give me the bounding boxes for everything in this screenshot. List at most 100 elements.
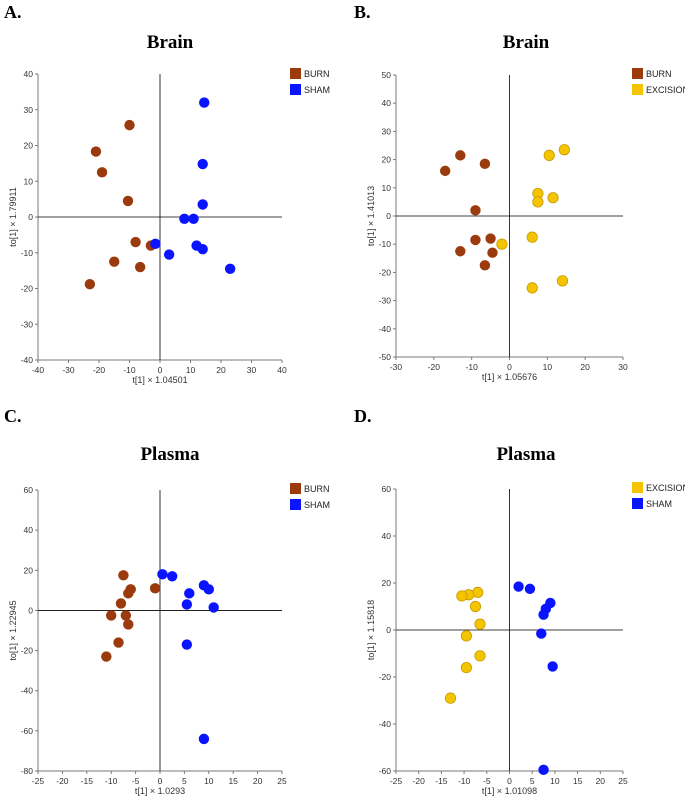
- data-point: [90, 146, 102, 157]
- data-point: [120, 610, 132, 621]
- x-tick-label: 0: [158, 776, 163, 786]
- data-point: [118, 570, 129, 581]
- x-tick-label: 40: [277, 365, 287, 375]
- y-tick-label: -30: [21, 319, 34, 329]
- data-point: [130, 236, 141, 248]
- y-tick-label: 60: [24, 485, 34, 495]
- data-point: [526, 282, 538, 294]
- chart-title: Brain: [147, 32, 194, 53]
- data-point: [444, 692, 457, 704]
- y-tick-label: 20: [24, 565, 34, 575]
- y-axis-label: to[1] × 1.41013: [366, 186, 376, 246]
- y-tick-label: 40: [382, 531, 392, 541]
- x-tick-label: 20: [253, 776, 263, 786]
- data-point: [487, 247, 498, 258]
- x-axis-label: t[1] × 1.0293: [135, 786, 185, 796]
- x-tick-label: -30: [62, 365, 75, 375]
- data-point: [123, 588, 134, 599]
- x-axis-label: t[1] × 1.05676: [482, 372, 537, 382]
- y-axis-label: to[1] × 1.22945: [8, 600, 18, 660]
- legend-label: SHAM: [646, 499, 672, 509]
- series-excision: [444, 586, 486, 704]
- x-tick-label: 5: [530, 776, 535, 786]
- legend-label: BURN: [304, 69, 330, 79]
- x-tick-label: 30: [618, 362, 628, 372]
- y-tick-label: 30: [24, 105, 34, 115]
- data-point: [179, 213, 190, 224]
- legend: BURN EXCISION: [632, 68, 685, 95]
- panel-c: C. Plasma -25 -20 -15 -10 -5 0 5 10 15 20 25 -80 -60 -4…: [4, 406, 330, 796]
- x-tick-label: -15: [435, 776, 448, 786]
- y-tick-label: 20: [382, 578, 392, 588]
- legend-label: EXCISION: [646, 85, 685, 95]
- y-axis-label: to[1] × 1.79911: [8, 187, 18, 247]
- panel-label: A.: [4, 2, 22, 22]
- data-point: [149, 583, 161, 594]
- data-point: [496, 238, 508, 250]
- series-burn: [84, 119, 157, 290]
- data-point: [538, 764, 549, 776]
- legend-swatch: [632, 68, 643, 79]
- panel-label: D.: [354, 406, 372, 426]
- data-point: [199, 97, 210, 108]
- x-tick-label: 20: [580, 362, 590, 372]
- x-tick-label: -20: [93, 365, 106, 375]
- x-tick-label: -25: [32, 776, 45, 786]
- data-point: [134, 261, 146, 273]
- data-point: [547, 192, 559, 204]
- x-tick-label: -5: [132, 776, 140, 786]
- data-point: [536, 628, 547, 639]
- data-point: [208, 602, 219, 613]
- data-point: [124, 119, 135, 131]
- legend-label: BURN: [304, 484, 330, 494]
- chart-title: Brain: [503, 32, 550, 53]
- chart-title: Plasma: [496, 444, 556, 465]
- y-tick-label: -20: [379, 267, 392, 277]
- data-point: [203, 584, 214, 595]
- y-tick-label: -10: [21, 248, 34, 258]
- x-tick-label: 20: [596, 776, 606, 786]
- data-point: [113, 637, 124, 648]
- x-tick-label: 0: [507, 362, 512, 372]
- y-tick-label: 40: [24, 525, 34, 535]
- legend-swatch: [290, 84, 301, 95]
- y-tick-label: -40: [379, 324, 392, 334]
- data-point: [513, 581, 524, 592]
- legend-label: SHAM: [304, 500, 330, 510]
- data-point: [101, 651, 112, 662]
- y-tick-label: 10: [24, 176, 34, 186]
- x-tick-label: -25: [390, 776, 403, 786]
- x-tick-label: -30: [390, 362, 403, 372]
- data-point: [460, 661, 472, 674]
- y-tick-label: -60: [21, 726, 34, 736]
- legend-swatch: [290, 483, 301, 494]
- y-tick-label: -60: [379, 766, 392, 776]
- y-tick-label: 50: [382, 70, 392, 80]
- x-tick-label: 10: [186, 365, 196, 375]
- x-tick-label: -20: [428, 362, 441, 372]
- y-tick-label: -40: [21, 355, 34, 365]
- data-point: [96, 167, 108, 178]
- data-point: [197, 158, 208, 170]
- data-point: [479, 260, 491, 271]
- data-point: [538, 609, 549, 620]
- data-point: [181, 599, 193, 610]
- legend: EXCISION SHAM: [632, 482, 685, 509]
- x-tick-label: 20: [216, 365, 226, 375]
- x-tick-label: 0: [507, 776, 512, 786]
- data-point: [197, 243, 208, 255]
- y-tick-label: 30: [382, 126, 392, 136]
- data-point: [163, 249, 175, 260]
- legend: BURN SHAM: [290, 68, 330, 95]
- data-point: [558, 144, 570, 156]
- legend-swatch: [290, 499, 301, 510]
- y-tick-label: 0: [386, 625, 391, 635]
- legend-label: SHAM: [304, 85, 330, 95]
- y-tick-label: 0: [28, 605, 33, 615]
- x-tick-label: -20: [413, 776, 426, 786]
- x-tick-label: 30: [247, 365, 257, 375]
- data-point: [470, 205, 481, 216]
- series-burn: [101, 570, 161, 662]
- legend-label: EXCISION: [646, 483, 685, 493]
